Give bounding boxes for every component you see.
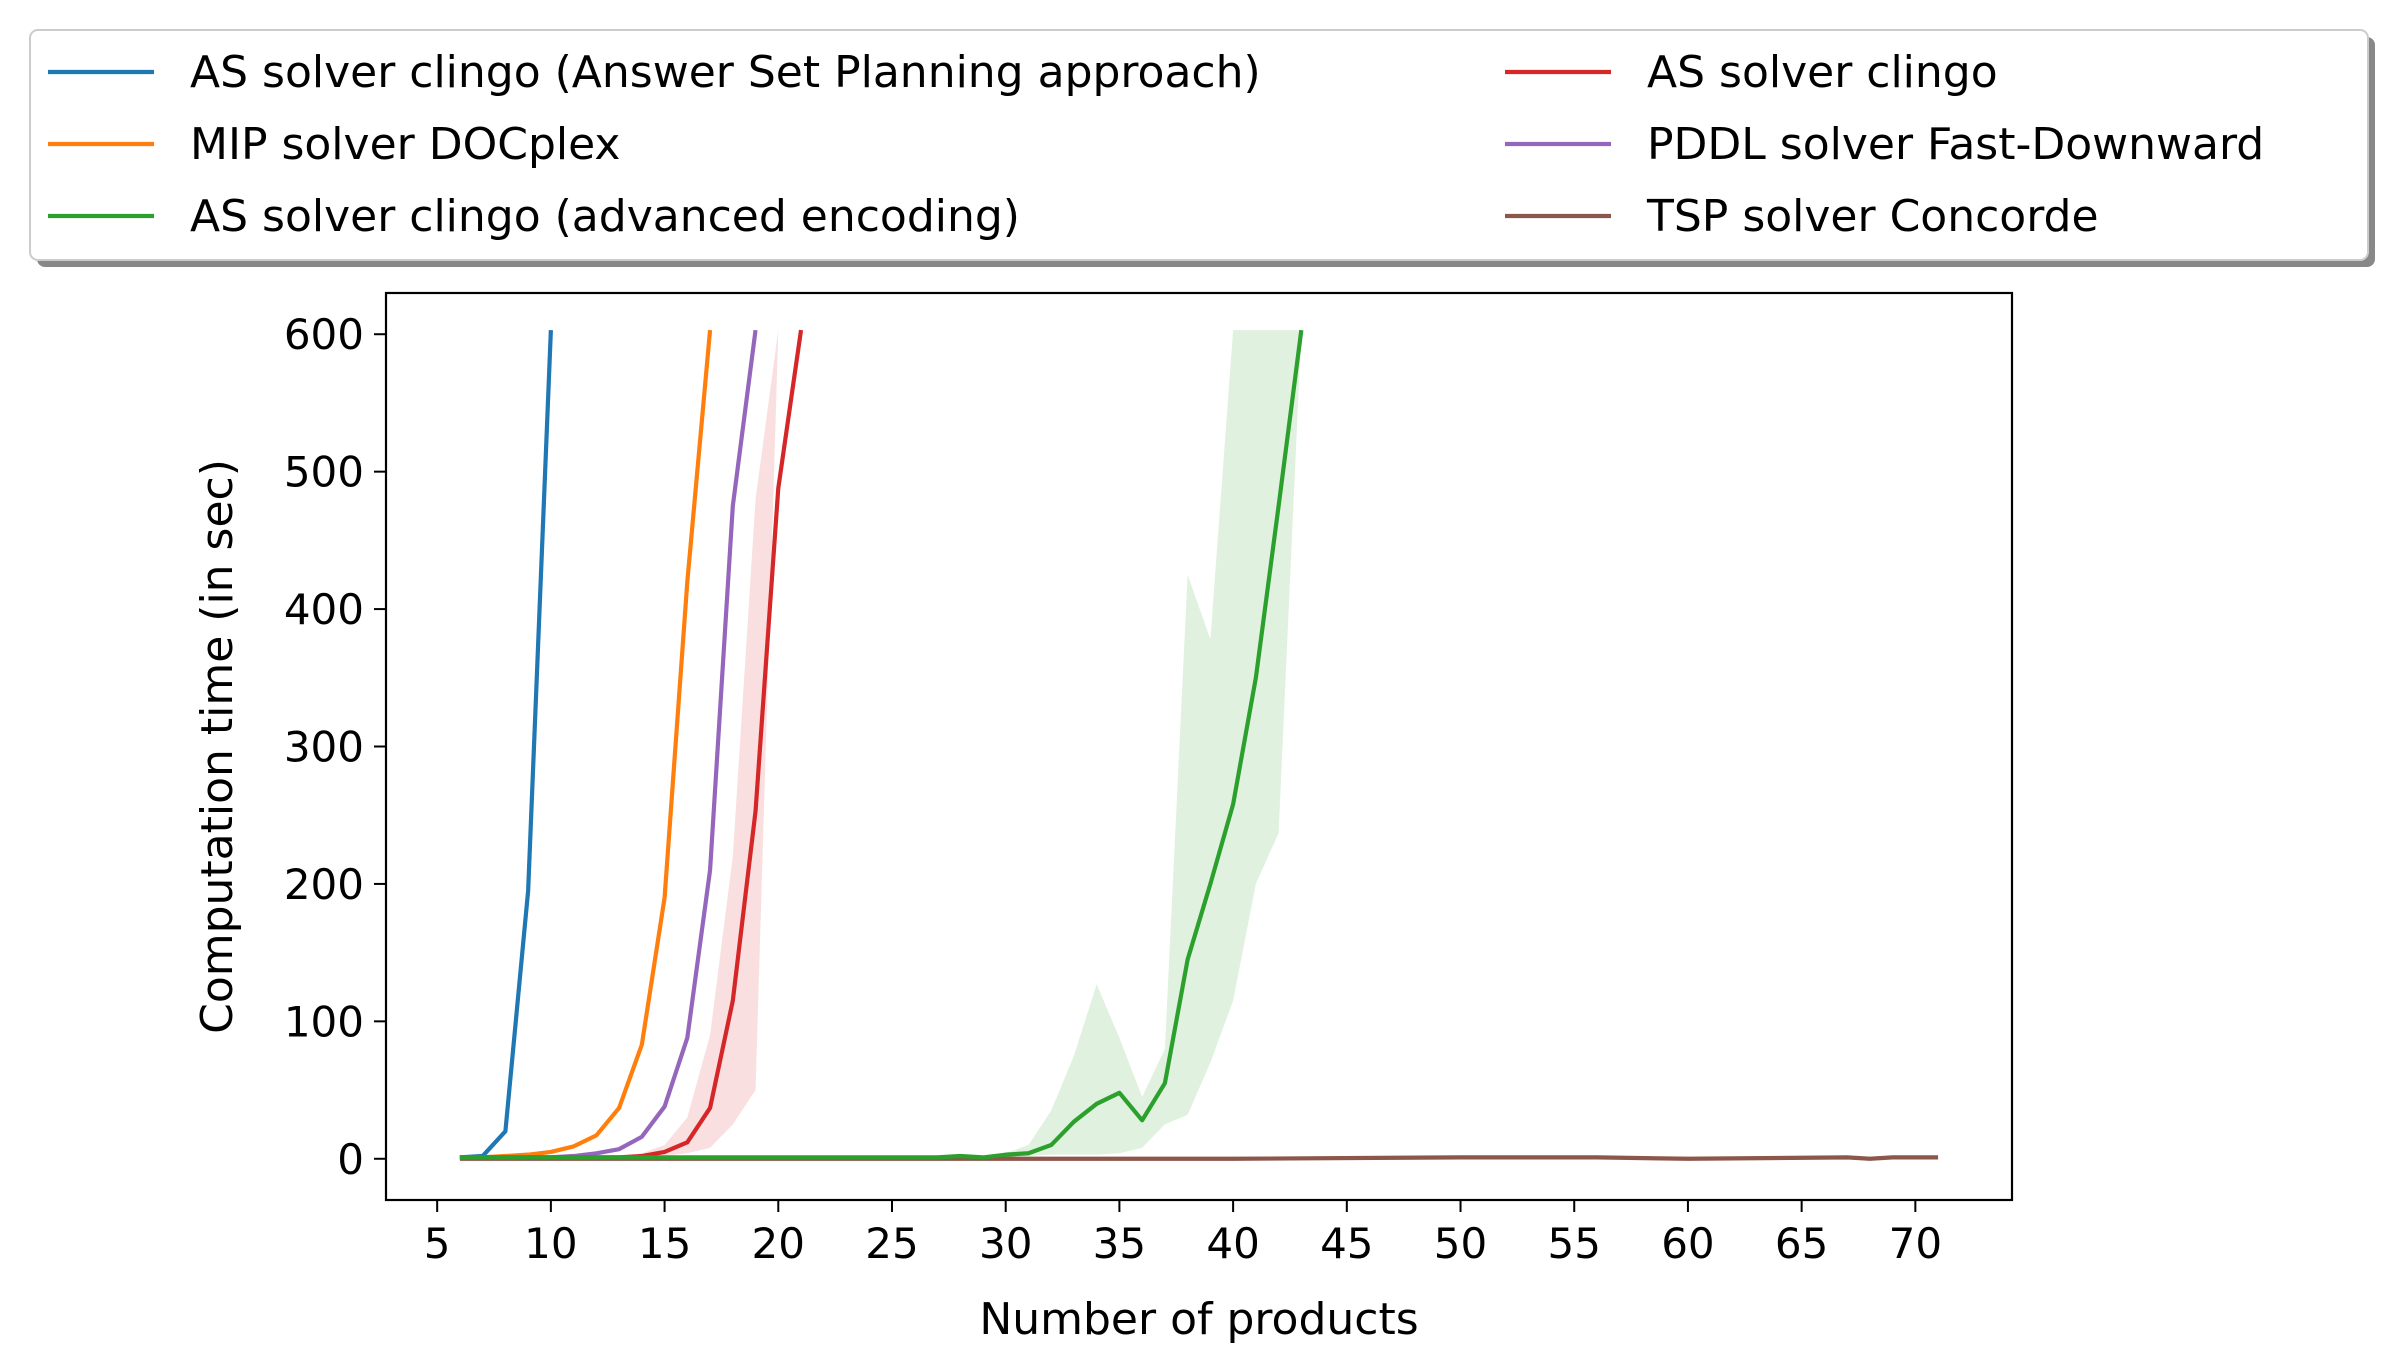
- series-band-3: [619, 330, 802, 1158]
- x-tick-label: 45: [1320, 1219, 1373, 1268]
- y-tick-label: 400: [284, 585, 364, 634]
- y-tick-label: 500: [284, 448, 364, 497]
- x-tick-label: 15: [638, 1219, 691, 1268]
- confidence-bands: [619, 330, 1302, 1158]
- x-tick-label: 25: [865, 1219, 918, 1268]
- series-line-0: [459, 330, 553, 1160]
- legend-box: [29, 29, 2369, 261]
- y-tick-label: 0: [337, 1135, 364, 1184]
- series-line-1: [459, 329, 713, 1160]
- x-tick-label: 65: [1775, 1219, 1828, 1268]
- x-tick-label: 30: [979, 1219, 1032, 1268]
- y-axis-ticks: 0 100 200 300 400 500 600: [284, 310, 386, 1184]
- x-tick-label: 60: [1661, 1219, 1714, 1268]
- series-lines: [459, 329, 1939, 1161]
- legend-label-2: AS solver clingo (advanced encoding): [190, 191, 1020, 242]
- legend-label-3: AS solver clingo: [1647, 47, 1998, 98]
- series-line-2: [459, 329, 1304, 1160]
- legend-label-5: TSP solver Concorde: [1646, 191, 2099, 242]
- x-tick-label: 5: [424, 1219, 451, 1268]
- x-tick-label: 20: [752, 1219, 805, 1268]
- legend-label-4: PDDL solver Fast-Downward: [1647, 119, 2264, 170]
- y-tick-label: 200: [284, 860, 364, 909]
- legend-label-0: AS solver clingo (Answer Set Planning ap…: [190, 47, 1261, 98]
- x-tick-label: 40: [1206, 1219, 1259, 1268]
- x-axis-label: Number of products: [979, 1294, 1418, 1345]
- legend-label-1: MIP solver DOCplex: [190, 119, 620, 170]
- y-tick-label: 600: [284, 310, 364, 359]
- x-axis-ticks: 5 10 15 20 25 30 35 40 45 50 55 60 65 70: [424, 1200, 1942, 1268]
- y-axis-label: Computation time (in sec): [192, 459, 243, 1034]
- x-tick-label: 10: [524, 1219, 577, 1268]
- legend: AS solver clingo (Answer Set Planning ap…: [29, 29, 2375, 267]
- x-tick-label: 50: [1434, 1219, 1487, 1268]
- x-tick-label: 35: [1093, 1219, 1146, 1268]
- y-tick-label: 300: [284, 723, 364, 772]
- x-tick-label: 70: [1889, 1219, 1942, 1268]
- y-tick-label: 100: [284, 997, 364, 1046]
- series-band-2: [1005, 330, 1302, 1158]
- x-tick-label: 55: [1548, 1219, 1601, 1268]
